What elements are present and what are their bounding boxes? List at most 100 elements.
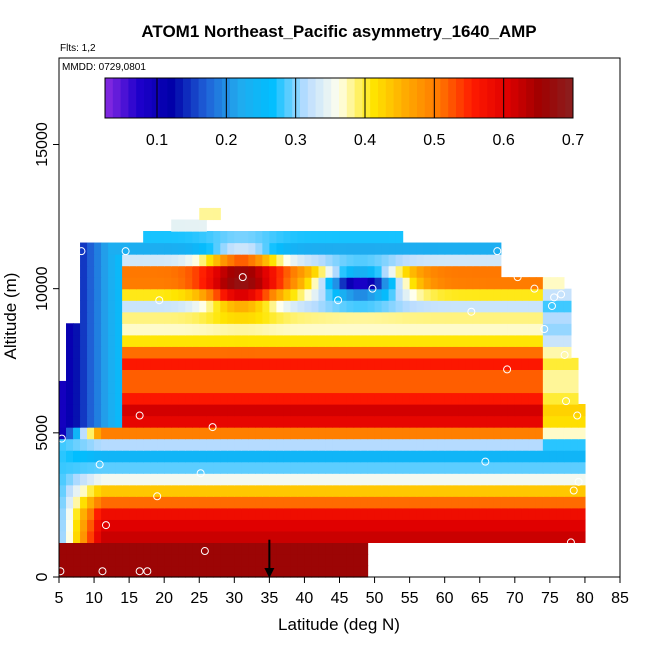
heatmap-cell [465, 311, 474, 324]
heatmap-cell [108, 415, 116, 428]
heatmap-cell [542, 530, 551, 543]
heatmap-cell [339, 392, 348, 405]
heatmap-cell [94, 265, 102, 278]
heatmap-cell [465, 519, 474, 532]
heatmap-cell [276, 369, 284, 382]
heatmap-cell [73, 357, 81, 370]
heatmap-cell [283, 357, 292, 370]
heatmap-cell [514, 450, 523, 463]
heatmap-cell [185, 392, 193, 405]
heatmap-cell [332, 334, 341, 347]
heatmap-cell [311, 265, 320, 278]
heatmap-cell [297, 553, 306, 567]
heatmap-cell [339, 346, 348, 359]
heatmap-cell [213, 461, 221, 474]
heatmap-cell [374, 311, 383, 324]
heatmap-cell [143, 484, 151, 497]
heatmap-cell [570, 461, 579, 474]
heatmap-cell [542, 415, 551, 428]
heatmap-cell [220, 427, 228, 440]
heatmap-cell [402, 288, 411, 301]
heatmap-cell [143, 300, 151, 313]
heatmap-cell [416, 450, 425, 463]
heatmap-cell [458, 311, 467, 324]
heatmap-cell [507, 438, 516, 451]
heatmap-cell [269, 254, 277, 267]
heatmap-cell [318, 254, 327, 267]
heatmap-cell [122, 380, 130, 394]
heatmap-cell [122, 288, 130, 301]
chart-title: ATOM1 Northeast_Pacific asymmetry_1640_A… [141, 22, 536, 41]
heatmap-cell [423, 369, 432, 382]
heatmap-cell [430, 530, 439, 543]
heatmap-cell [395, 519, 404, 532]
heatmap-cell [227, 530, 235, 543]
heatmap-cell [234, 553, 242, 567]
heatmap-cell [563, 380, 572, 394]
heatmap-cell [276, 438, 284, 451]
heatmap-cell [332, 323, 341, 336]
heatmap-cell [472, 427, 481, 440]
heatmap-cell [80, 427, 88, 440]
heatmap-cell [185, 277, 193, 290]
heatmap-cell [94, 357, 102, 370]
heatmap-cell [157, 519, 165, 532]
heatmap-cell [430, 311, 439, 324]
heatmap-cell [255, 392, 263, 405]
heatmap-cell [493, 450, 502, 463]
heatmap-cell [80, 507, 88, 520]
colorbar-segment [331, 78, 340, 118]
heatmap-cell [493, 484, 502, 497]
heatmap-cell [101, 530, 109, 543]
heatmap-cell [388, 496, 397, 509]
heatmap-cell [178, 427, 186, 440]
heatmap-cell [563, 300, 572, 313]
heatmap-cell [115, 300, 123, 313]
heatmap-cell [220, 553, 228, 567]
heatmap-cell [409, 415, 418, 428]
heatmap-cell [549, 357, 558, 370]
heatmap-cell [444, 288, 453, 301]
heatmap-cell [115, 461, 123, 474]
heatmap-cell [486, 450, 495, 463]
heatmap-cell [178, 380, 186, 394]
heatmap-cell [563, 334, 572, 347]
heatmap-cell [346, 565, 355, 578]
heatmap-cell [395, 484, 404, 497]
heatmap-cell [444, 311, 453, 324]
heatmap-cell [332, 519, 341, 532]
heatmap-cell [367, 392, 376, 405]
heatmap-cell [577, 415, 586, 428]
heatmap-cell [521, 519, 530, 532]
heatmap-cell [171, 288, 179, 301]
heatmap-cell [220, 519, 228, 532]
heatmap-cell [269, 380, 277, 394]
heatmap-cell [66, 530, 74, 543]
heatmap-cell [143, 265, 151, 278]
heatmap-cell [570, 496, 579, 509]
heatmap-cell [542, 496, 551, 509]
heatmap-cell [507, 380, 516, 394]
heatmap-cell [563, 415, 572, 428]
heatmap-cell [332, 565, 341, 578]
heatmap-cell [178, 415, 186, 428]
heatmap-cell [143, 369, 151, 382]
heatmap-cell [486, 357, 495, 370]
heatmap-cell [73, 334, 81, 347]
heatmap-cell [101, 450, 109, 463]
heatmap-cell [283, 461, 292, 474]
heatmap-cell [423, 496, 432, 509]
heatmap-cell [514, 496, 523, 509]
heatmap-cell [570, 530, 579, 543]
heatmap-cell [325, 242, 334, 255]
heatmap-cell [255, 369, 263, 382]
heatmap-cell [150, 542, 158, 555]
heatmap-cell [493, 265, 502, 278]
heatmap-cell [59, 427, 67, 440]
heatmap-cell [262, 404, 270, 417]
heatmap-cell [129, 530, 137, 543]
heatmap-cell [437, 438, 446, 451]
heatmap-cell [276, 415, 284, 428]
heatmap-cell [248, 242, 256, 255]
colorbar-segment [128, 78, 137, 118]
